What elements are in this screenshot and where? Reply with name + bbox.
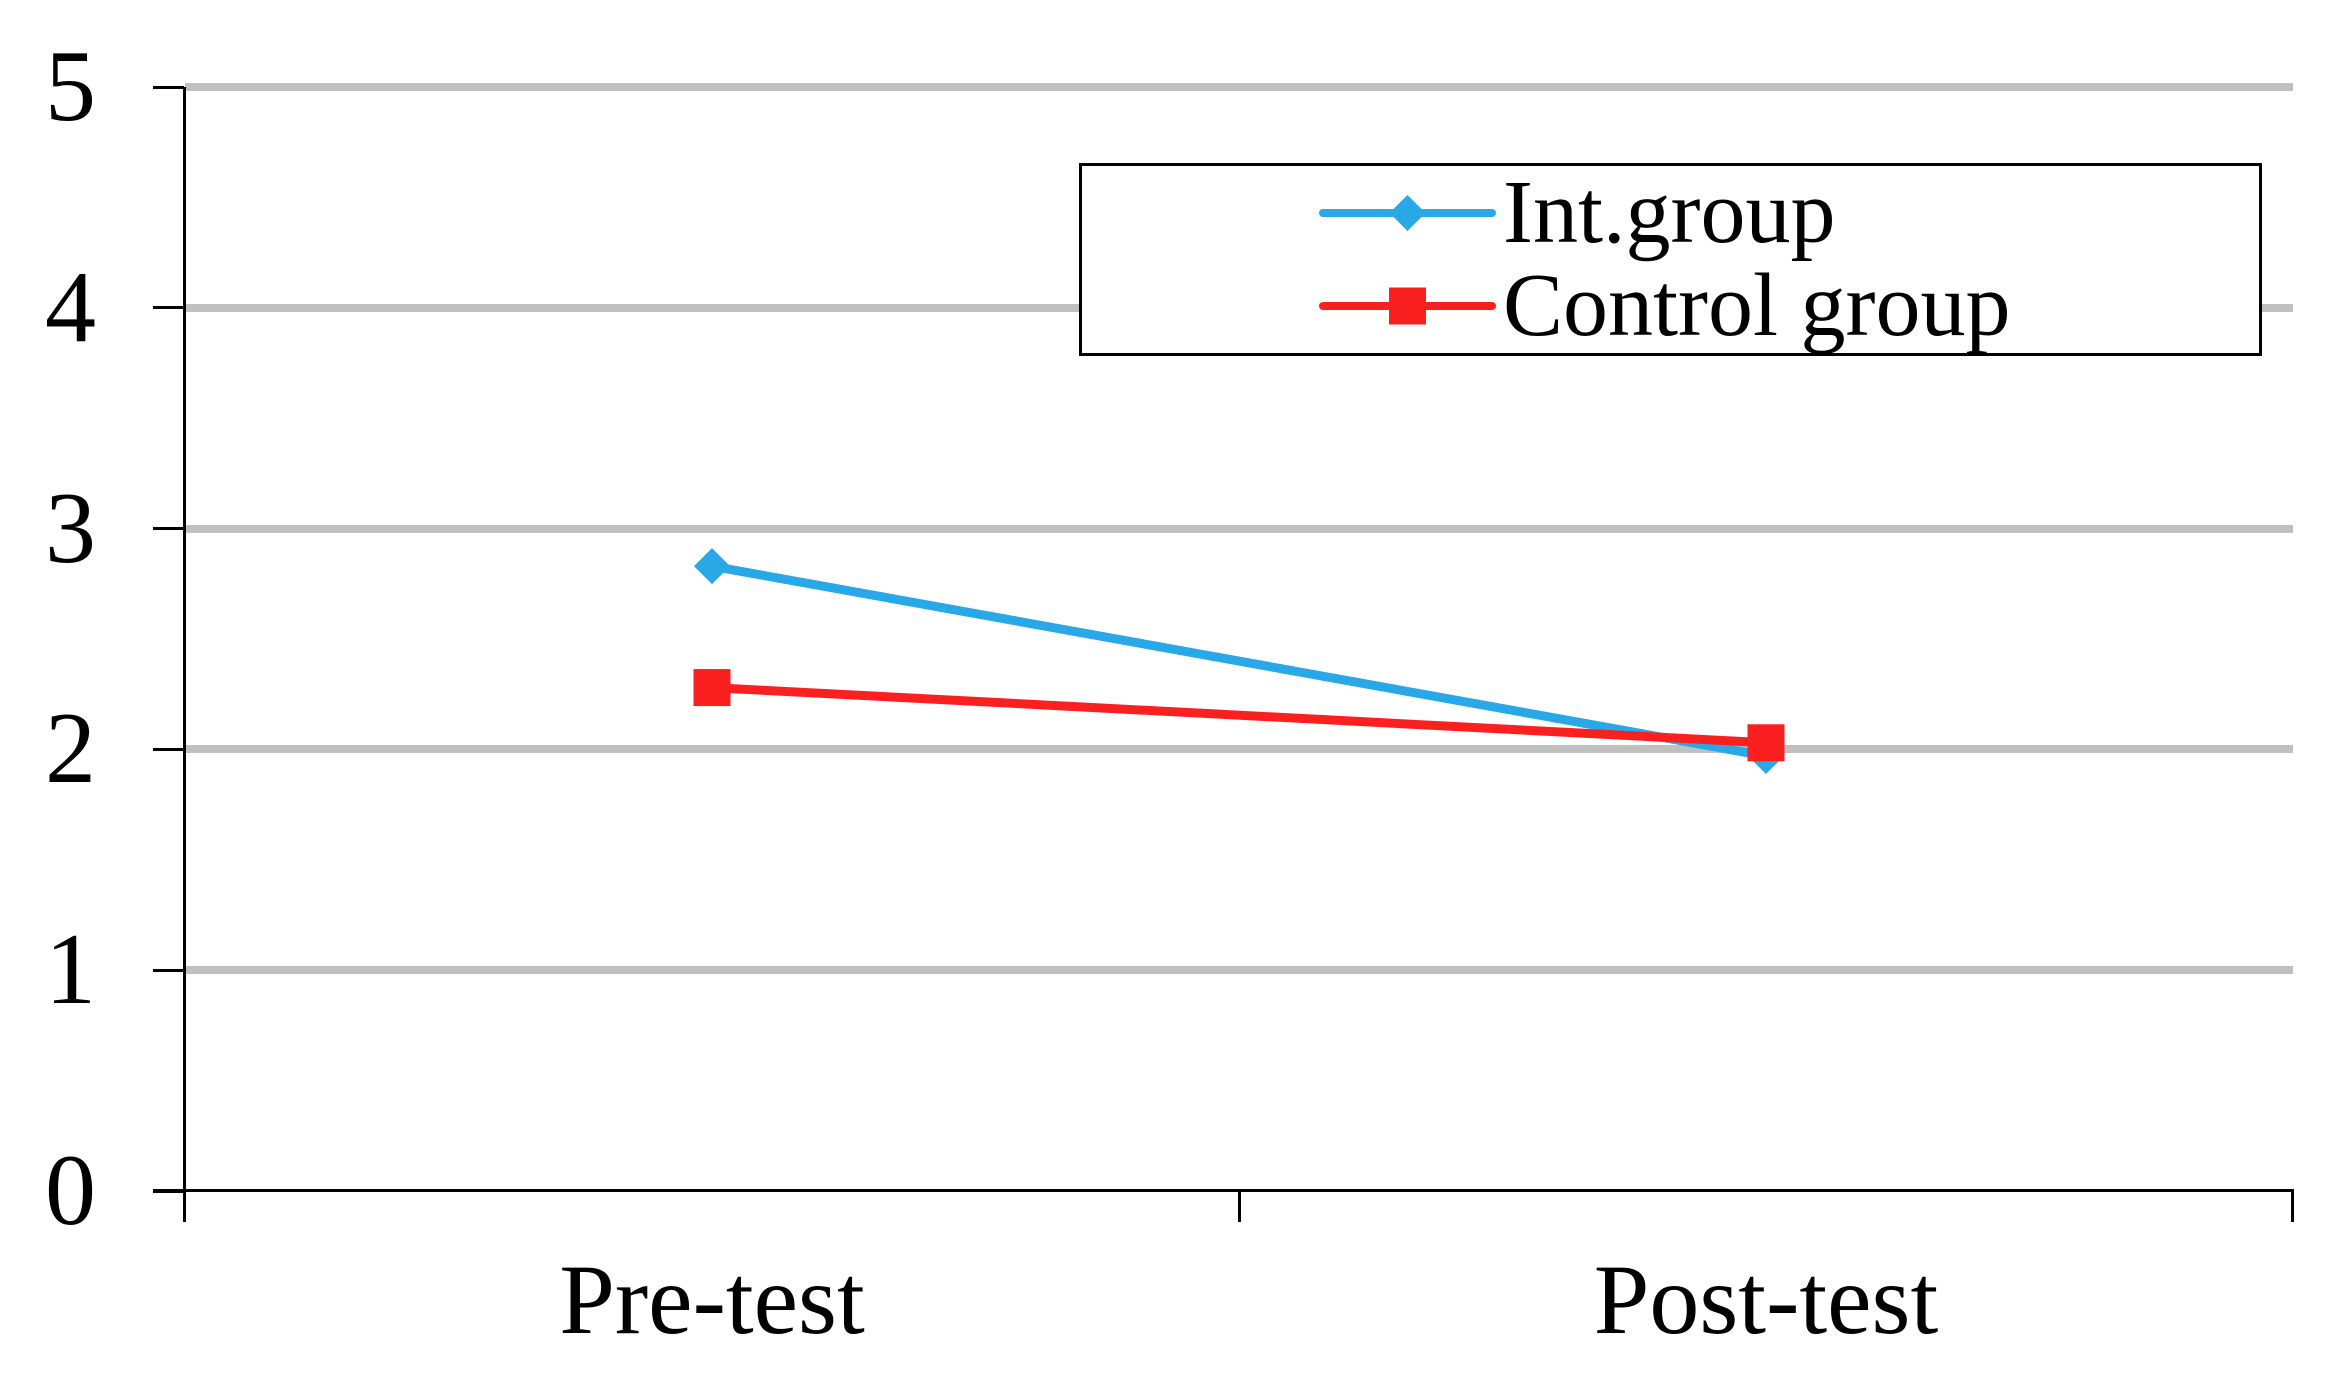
- legend-item-control-group: Control group: [1082, 260, 2259, 354]
- y-tick-label-4: 4: [45, 250, 96, 364]
- Int.group-legend-marker: [1389, 194, 1426, 231]
- y-tick-label-0: 0: [45, 1134, 96, 1247]
- int-group-line-marker-icon: [1319, 194, 1496, 231]
- legend-label-int-group: Int.group: [1503, 162, 1836, 262]
- y-tick-mark-2: [153, 747, 184, 751]
- Control group-line: [707, 683, 1771, 748]
- legend-label-control-group: Control group: [1503, 256, 2011, 356]
- Control group-point-Pre-test: [693, 669, 731, 707]
- y-tick-label-5: 5: [45, 30, 96, 143]
- gridline-y-5: [185, 83, 2293, 91]
- y-tick-label-2: 2: [45, 692, 96, 806]
- x-axis: [153, 1189, 2294, 1192]
- gridline-y-1: [185, 966, 2293, 975]
- Int.group-line: [707, 561, 1771, 761]
- y-tick-mark-4: [153, 306, 184, 310]
- Control group-legend-marker: [1389, 287, 1426, 325]
- Int.group-point-Pre-test: [693, 548, 731, 585]
- x-tick-mark-0: [1238, 1191, 1241, 1222]
- x-tick-label-post-test: Post-test: [1593, 1244, 1939, 1355]
- control-group-line-marker-icon: [1319, 287, 1496, 325]
- y-tick-mark-0: [153, 1189, 184, 1193]
- y-tick-mark-3: [153, 527, 184, 531]
- y-tick-mark-1: [153, 968, 184, 972]
- gridline-y-3: [185, 524, 2293, 533]
- y-tick-label-1: 1: [45, 913, 96, 1027]
- x-tick-label-pre-test: Pre-test: [559, 1244, 865, 1355]
- y-axis: [183, 87, 186, 1222]
- legend-item-int-group: Int.group: [1082, 166, 2259, 260]
- legend: Int.group Control group: [1079, 163, 2262, 356]
- y-tick-label-3: 3: [45, 471, 96, 585]
- x-tick-mark-1: [2291, 1191, 2294, 1222]
- gridline-y-2: [185, 745, 2293, 754]
- y-tick-mark-5: [153, 85, 184, 89]
- Control group-point-Post-test: [1747, 724, 1785, 762]
